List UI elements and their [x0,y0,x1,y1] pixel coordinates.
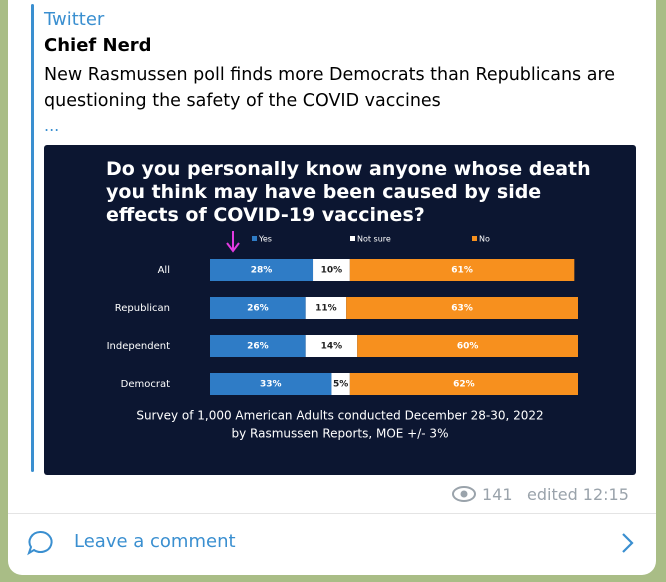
legend-swatch [252,236,257,241]
comment-link[interactable]: Leave a comment [74,531,236,552]
value-label: 60% [457,342,479,352]
category-label: Democrat [121,379,170,390]
category-label: Republican [115,303,170,314]
bar-segment [210,297,306,319]
bar-segment [357,335,578,357]
quote-bar [31,4,34,472]
post-text: New Rasmussen poll finds more Democrats … [44,65,616,111]
bar-segment [305,335,358,357]
bar-segment [210,373,332,395]
category-label: Independent [107,341,170,352]
bar-segment [346,297,578,319]
value-label: 63% [451,304,473,314]
more[interactable]: ... [44,116,60,135]
bar-segment [349,259,575,281]
views: 141 [482,485,513,504]
value-label: 28% [251,266,273,276]
legend-swatch [472,236,477,241]
bar-segment [305,297,347,319]
value-label: 61% [451,266,473,276]
value-label: 62% [453,380,475,390]
value-label: 26% [247,342,269,352]
category-label: All [158,265,170,276]
value-label: 11% [315,304,337,314]
legend-label: No [479,235,490,244]
chevron[interactable] [618,531,638,555]
separator [8,513,656,514]
legend-label: Not sure [357,235,391,244]
legend-swatch [350,236,355,241]
source[interactable]: Twitter [44,9,105,30]
comment-icon[interactable] [26,529,56,559]
value-label: 10% [321,266,343,276]
author: Chief Nerd [44,35,152,56]
footnote: by Rasmussen Reports, MOE +/- 3% [232,427,449,441]
arrow [226,231,240,253]
legend-label: Yes [258,235,272,244]
value-label: 26% [247,304,269,314]
chart-image[interactable]: Do you personally know anyone whose deat… [44,145,636,475]
bar-segment [331,373,350,395]
value-label: 14% [321,342,343,352]
footnote: Survey of 1,000 American Adults conducte… [136,409,543,423]
bar-segment [210,335,306,357]
value-label: 5% [333,380,348,390]
views-icon [452,486,476,502]
value-label: 33% [260,380,282,390]
edited: edited 12:15 [527,485,629,504]
bar-segment [349,373,578,395]
chart-title: Do you personally know anyone whose deat… [106,158,591,226]
chart: Yes Not sure No All 28% 10% 61% Republican 26% 11… [107,231,578,441]
bar-segment [210,259,314,281]
bar-segment [313,259,350,281]
